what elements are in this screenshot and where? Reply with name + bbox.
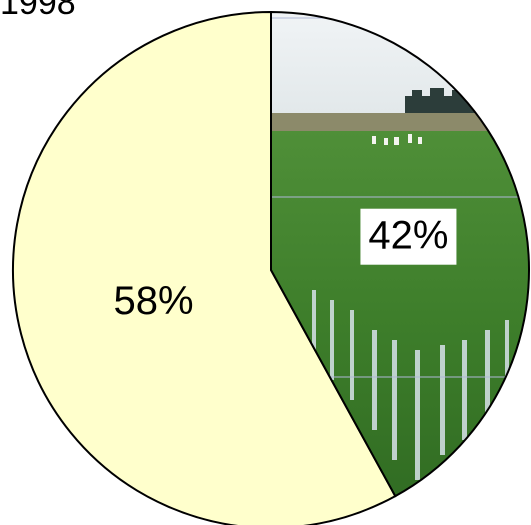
chart-title-fragment: 1998 (0, 0, 76, 22)
pie-slice-42-outline (270, 10, 530, 498)
pie-slice-58 (12, 10, 397, 525)
pie-label-42-box (360, 208, 457, 265)
pie-label-58: 58% (114, 279, 194, 323)
pie-label-42: 42% (368, 214, 448, 258)
